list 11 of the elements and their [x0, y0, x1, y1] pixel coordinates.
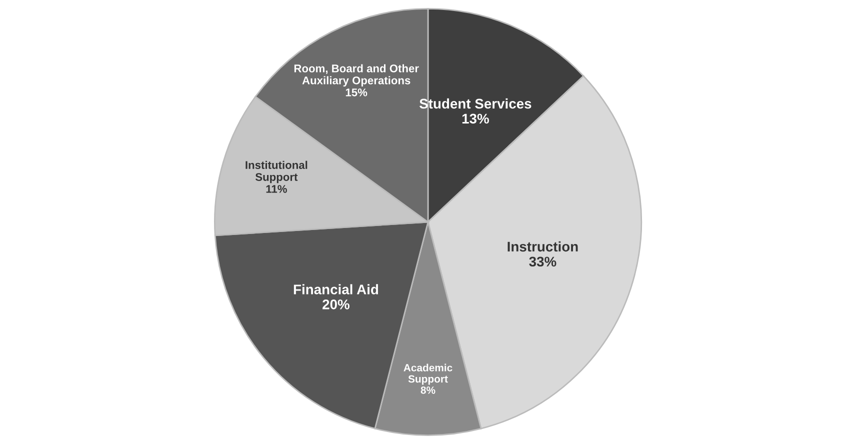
- slice-label: Academic Support: [404, 364, 452, 385]
- data-label: 20%: [322, 300, 350, 310]
- data-label: 13%: [462, 114, 489, 124]
- data-label: 8%: [420, 386, 436, 394]
- slice-label: Room, Board and Other Auxiliary Operations: [294, 64, 419, 87]
- slice-label: Institutional Support: [246, 160, 308, 184]
- data-label: 33%: [529, 256, 556, 267]
- data-label: 15%: [346, 88, 368, 96]
- slice-label: Financial Aid: [294, 284, 378, 294]
- data-label: 11%: [266, 185, 287, 193]
- slice-label: Instruction: [508, 241, 578, 252]
